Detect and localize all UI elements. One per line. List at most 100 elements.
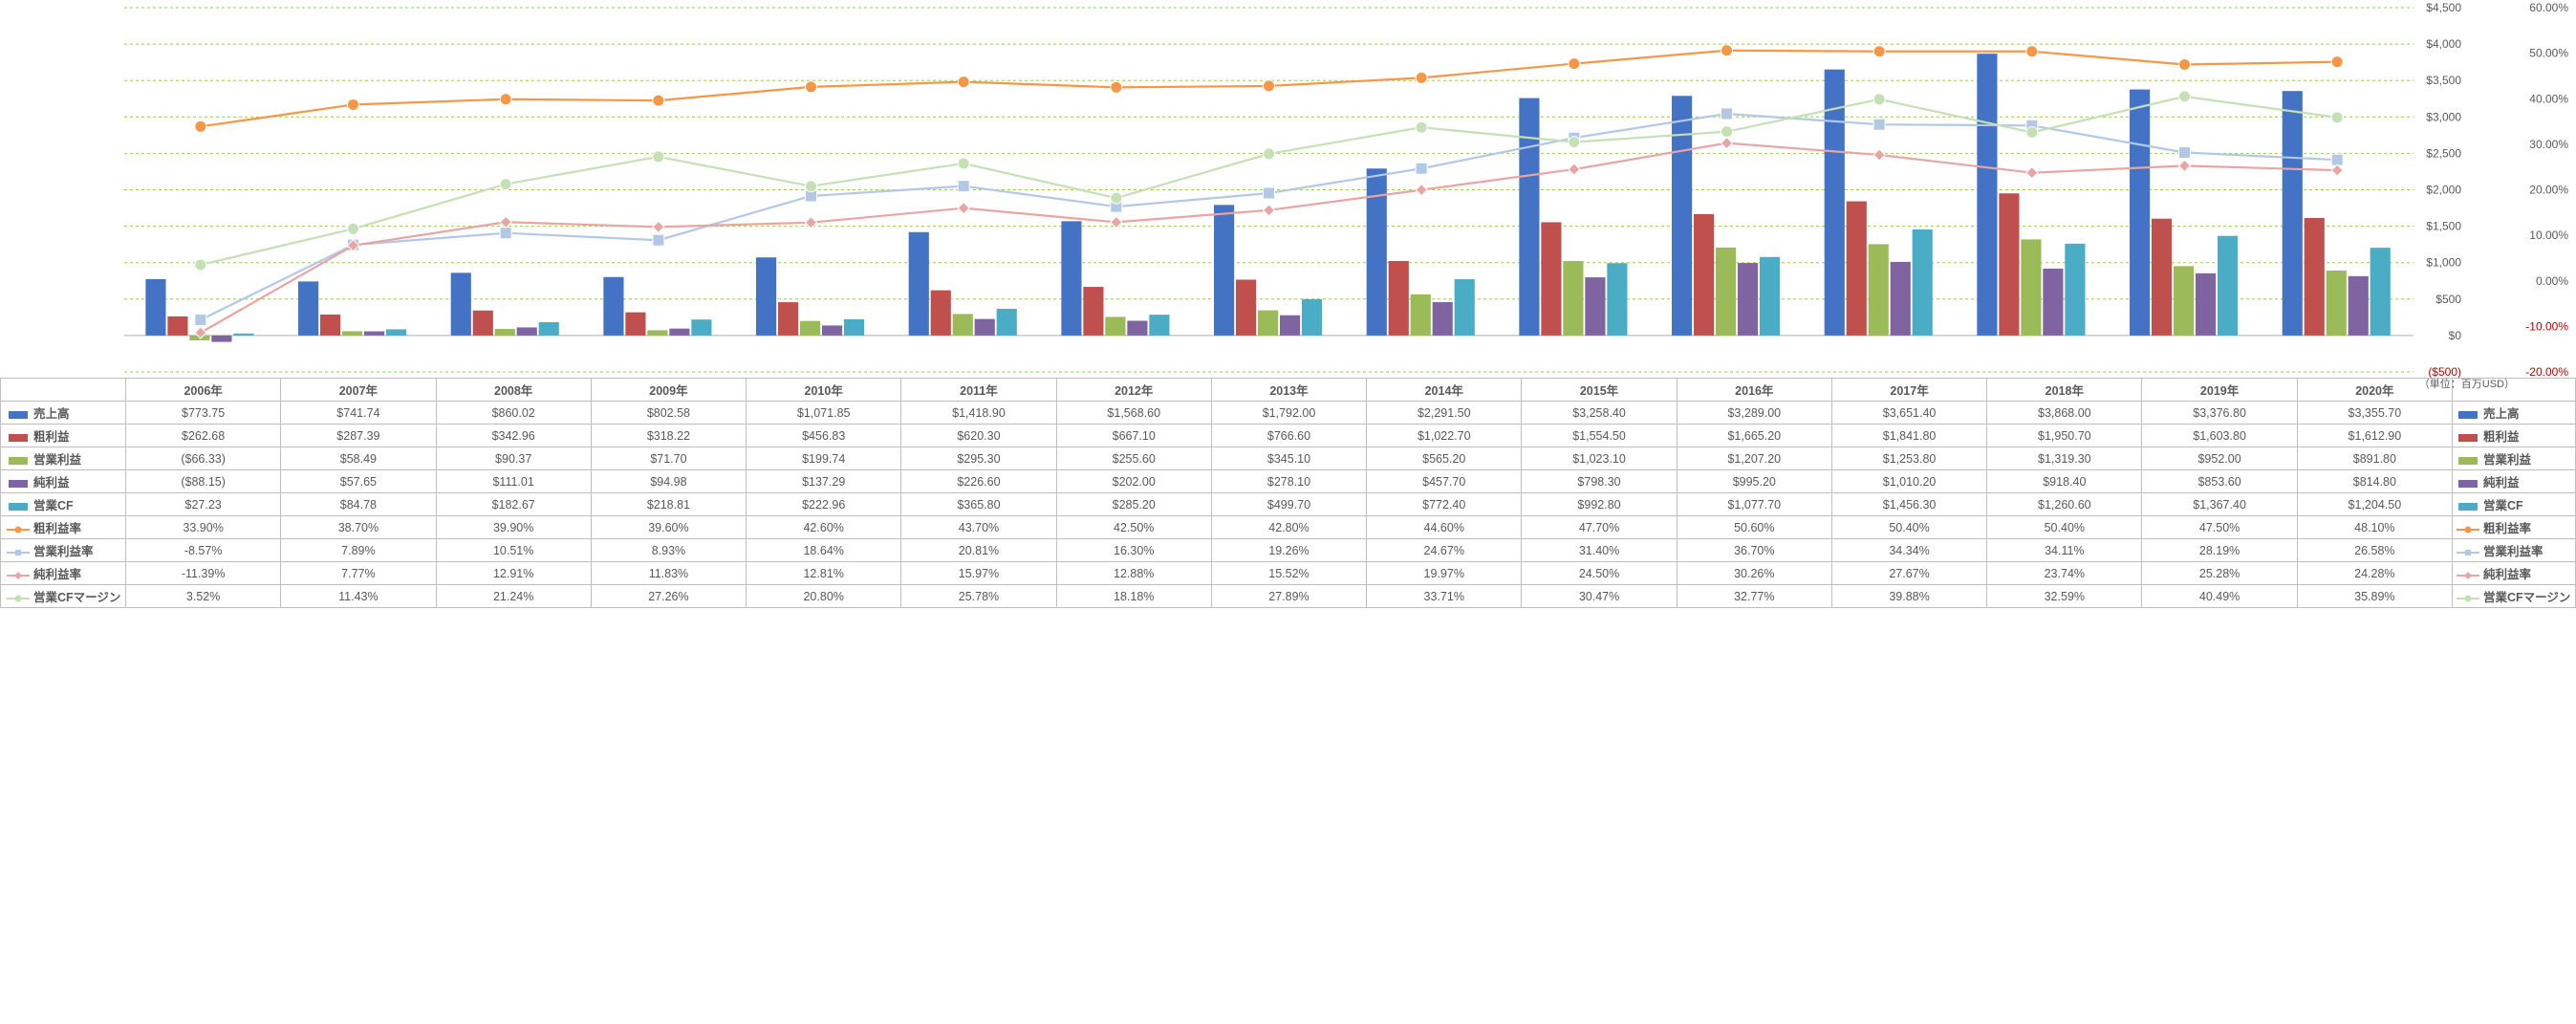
- cell-netm: -11.39%: [126, 562, 281, 585]
- svg-text:20.00%: 20.00%: [2529, 184, 2568, 197]
- table-row: 純利益($88.15)$57.65$111.01$94.98$137.29$22…: [1, 470, 2576, 493]
- bar-netinc: [1891, 262, 1911, 336]
- bar-revenue: [298, 281, 318, 336]
- table-row: 粗利益率33.90%38.70%39.90%39.60%42.60%43.70%…: [1, 516, 2576, 539]
- bar-revenue: [1519, 98, 1539, 336]
- cell-opinc: $1,023.10: [1522, 447, 1677, 470]
- cell-gross: $1,022.70: [1367, 425, 1522, 447]
- svg-text:$4,000: $4,000: [2426, 37, 2461, 51]
- cell-netm: 25.28%: [2142, 562, 2297, 585]
- bar-gross: [2152, 219, 2172, 336]
- cell-grossm: 39.90%: [436, 516, 591, 539]
- svg-text:$3,500: $3,500: [2426, 74, 2461, 87]
- cell-gross: $1,665.20: [1677, 425, 1831, 447]
- table-row: 営業利益($66.33)$58.49$90.37$71.70$199.74$29…: [1, 447, 2576, 470]
- cell-revenue: $3,376.80: [2142, 402, 2297, 425]
- cell-grossm: 44.60%: [1367, 516, 1522, 539]
- year-header: 2010年: [747, 379, 901, 402]
- cell-revenue: $3,868.00: [1987, 402, 2142, 425]
- cell-cfm: 21.24%: [436, 585, 591, 608]
- cell-opcf: $182.67: [436, 493, 591, 516]
- row-legend-cfm: 営業CFマージン: [2453, 585, 2576, 608]
- year-header: 2006年: [126, 379, 281, 402]
- bar-opinc: [495, 329, 515, 336]
- cell-opm: 36.70%: [1677, 539, 1831, 562]
- svg-text:-10.00%: -10.00%: [2525, 319, 2568, 333]
- cell-netm: 24.28%: [2297, 562, 2452, 585]
- bar-opcf: [1760, 257, 1780, 336]
- row-header-opcf: 営業CF: [1, 493, 126, 516]
- bar-opcf: [2065, 244, 2085, 336]
- bar-opcf: [2218, 236, 2238, 336]
- cell-cfm: 20.80%: [747, 585, 901, 608]
- cell-opm: 10.51%: [436, 539, 591, 562]
- cell-netinc: ($88.15): [126, 470, 281, 493]
- row-header-opm: 営業利益率: [1, 539, 126, 562]
- bar-opcf: [1455, 279, 1475, 336]
- cell-gross: $766.60: [1211, 425, 1366, 447]
- cell-revenue: $773.75: [126, 402, 281, 425]
- bar-opinc: [1411, 294, 1431, 336]
- row-header-revenue: 売上高: [1, 402, 126, 425]
- cell-cfm: 27.26%: [591, 585, 746, 608]
- bar-gross: [1847, 202, 1867, 336]
- bar-gross: [167, 316, 187, 336]
- cell-netm: 15.97%: [901, 562, 1056, 585]
- bar-netinc: [1585, 277, 1605, 336]
- bar-gross: [1083, 287, 1103, 336]
- table-row: 粗利益$262.68$287.39$342.96$318.22$456.83$6…: [1, 425, 2576, 447]
- cell-netinc: $457.70: [1367, 470, 1522, 493]
- bar-revenue: [145, 279, 165, 336]
- cell-cfm: 11.43%: [281, 585, 436, 608]
- cell-grossm: 33.90%: [126, 516, 281, 539]
- row-legend-revenue: 売上高: [2453, 402, 2576, 425]
- cell-opinc: $1,207.20: [1677, 447, 1831, 470]
- cell-opcf: $1,260.60: [1987, 493, 2142, 516]
- cell-grossm: 50.40%: [1831, 516, 1986, 539]
- cell-revenue: $1,792.00: [1211, 402, 1366, 425]
- svg-text:-20.00%: -20.00%: [2525, 365, 2568, 378]
- row-legend-opm: 営業利益率: [2453, 539, 2576, 562]
- cell-cfm: 40.49%: [2142, 585, 2297, 608]
- cell-grossm: 39.60%: [591, 516, 746, 539]
- bar-gross: [931, 291, 951, 336]
- cell-opinc: $255.60: [1056, 447, 1211, 470]
- cell-grossm: 42.60%: [747, 516, 901, 539]
- cell-revenue: $1,418.90: [901, 402, 1056, 425]
- cell-cfm: 32.77%: [1677, 585, 1831, 608]
- cell-opinc: $199.74: [747, 447, 901, 470]
- cell-revenue: $1,071.85: [747, 402, 901, 425]
- bar-revenue: [2130, 90, 2150, 336]
- bar-netinc: [2349, 276, 2369, 336]
- cell-grossm: 47.70%: [1522, 516, 1677, 539]
- year-header: 2012年: [1056, 379, 1211, 402]
- cell-gross: $667.10: [1056, 425, 1211, 447]
- bar-opinc: [1105, 316, 1125, 335]
- bar-opcf: [1607, 263, 1627, 336]
- cell-revenue: $2,291.50: [1367, 402, 1522, 425]
- unit-note: （単位：百万USD）: [2419, 376, 2515, 391]
- cell-cfm: 33.71%: [1367, 585, 1522, 608]
- year-header: 2009年: [591, 379, 746, 402]
- cell-netm: 12.81%: [747, 562, 901, 585]
- svg-text:0.00%: 0.00%: [2536, 274, 2568, 288]
- row-header-gross: 粗利益: [1, 425, 126, 447]
- cell-opinc: $58.49: [281, 447, 436, 470]
- table-row: 純利益率-11.39%7.77%12.91%11.83%12.81%15.97%…: [1, 562, 2576, 585]
- cell-grossm: 47.50%: [2142, 516, 2297, 539]
- cell-opm: 28.19%: [2142, 539, 2297, 562]
- svg-text:$1,000: $1,000: [2426, 256, 2461, 270]
- cell-netinc: $918.40: [1987, 470, 2142, 493]
- cell-gross: $342.96: [436, 425, 591, 447]
- year-header: 2014年: [1367, 379, 1522, 402]
- bar-netinc: [975, 319, 995, 336]
- bar-gross: [320, 315, 340, 336]
- bar-revenue: [909, 232, 929, 336]
- bar-opcf: [1913, 229, 1933, 336]
- bar-revenue: [2283, 91, 2303, 336]
- row-legend-grossm: 粗利益率: [2453, 516, 2576, 539]
- cell-cfm: 39.88%: [1831, 585, 1986, 608]
- cell-opm: -8.57%: [126, 539, 281, 562]
- cell-gross: $318.22: [591, 425, 746, 447]
- bar-opinc: [342, 331, 362, 335]
